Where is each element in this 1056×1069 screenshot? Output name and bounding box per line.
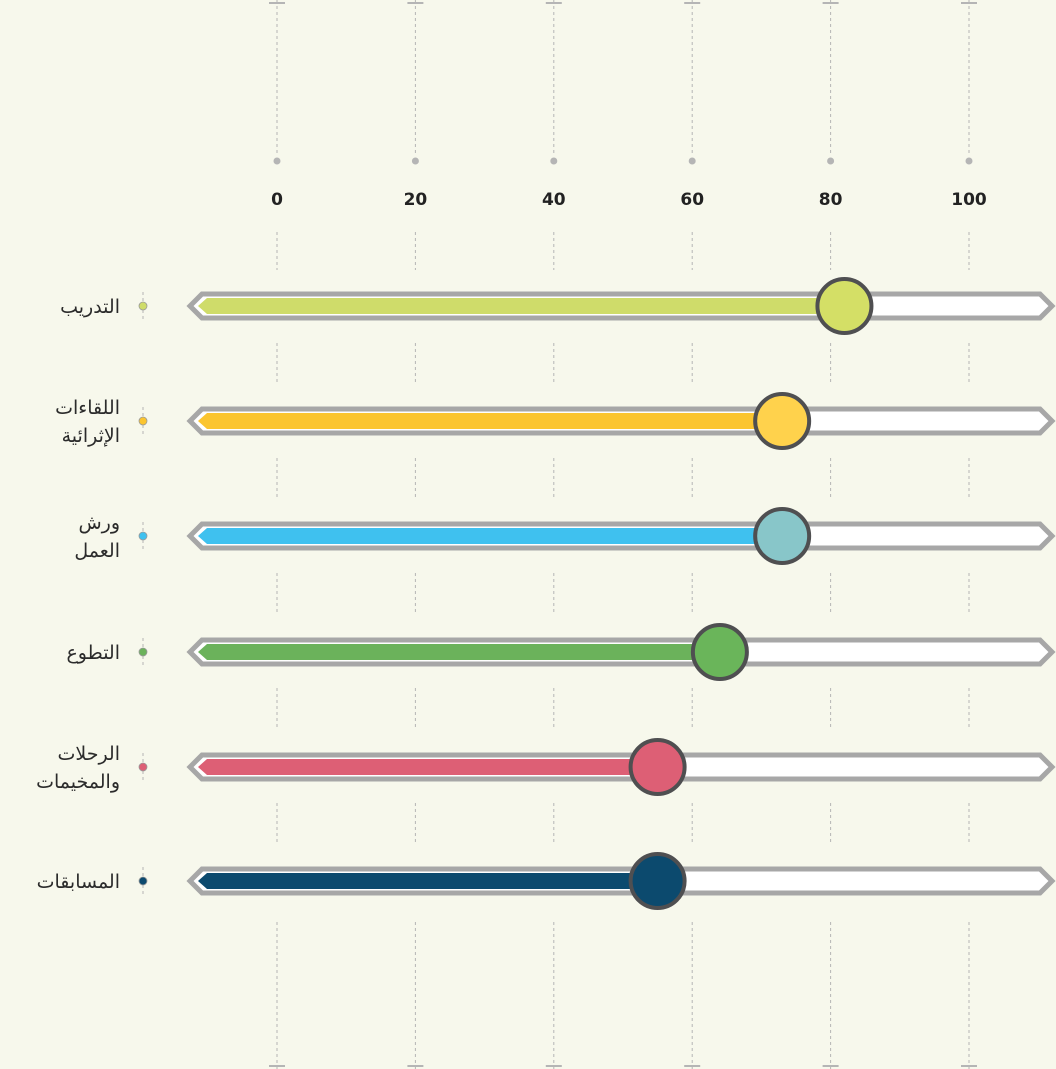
bar-value-knob — [628, 852, 687, 910]
grid-dot-40 — [550, 157, 558, 165]
category-label: التطوع — [66, 642, 120, 664]
grid-dot-0 — [273, 157, 281, 165]
grid-dot-20 — [411, 157, 419, 165]
bar-value-knob — [690, 623, 749, 681]
bar-row — [186, 852, 1056, 910]
label-marker-dot — [138, 416, 148, 426]
bar-fill — [198, 644, 720, 660]
label-marker-dot — [138, 301, 148, 311]
category-label: ورش — [78, 512, 120, 534]
grid-layer — [269, 0, 977, 1069]
label-marker-dot — [138, 876, 148, 886]
label-marker-dot — [138, 647, 148, 657]
bar-fill — [198, 759, 658, 775]
grid-dot-100 — [965, 157, 973, 165]
x-axis-ticks: 0 20 40 60 80 100 — [271, 190, 987, 210]
bar-fill — [198, 298, 845, 314]
category-label: التدريب — [60, 296, 120, 318]
bar-row — [186, 392, 1056, 450]
category-label: المسابقات — [37, 871, 120, 893]
label-marker-dot — [138, 762, 148, 772]
bar-row — [186, 738, 1056, 796]
x-tick-label-40: 40 — [542, 190, 566, 210]
category-label: الرحلات — [57, 743, 120, 765]
bars — [186, 277, 1056, 910]
bar-fill — [198, 413, 783, 429]
category-label: الإثرائية — [62, 425, 120, 447]
bar-fill — [198, 873, 658, 889]
bar-value-knob — [753, 507, 812, 565]
bar-value-knob — [628, 738, 687, 796]
bar-row — [186, 277, 1056, 335]
bar-fill — [198, 528, 783, 544]
label-marker-dot — [138, 531, 148, 541]
grid-dot-60 — [688, 157, 696, 165]
bar-row — [186, 623, 1056, 681]
bar-value-knob — [753, 392, 812, 450]
x-tick-label-0: 0 — [271, 190, 283, 210]
grid-dot-80 — [827, 157, 835, 165]
category-label: العمل — [74, 540, 120, 562]
x-tick-label-100: 100 — [951, 190, 987, 210]
x-tick-label-60: 60 — [680, 190, 704, 210]
x-tick-label-80: 80 — [819, 190, 843, 210]
category-label: والمخيمات — [36, 771, 120, 793]
x-tick-label-20: 20 — [404, 190, 428, 210]
category-label: اللقاءات — [55, 397, 120, 419]
bar-row — [186, 507, 1056, 565]
category-labels: التدريب اللقاءات الإثرائية ورش العمل التطوع ال… — [36, 292, 148, 895]
bar-value-knob — [815, 277, 874, 335]
